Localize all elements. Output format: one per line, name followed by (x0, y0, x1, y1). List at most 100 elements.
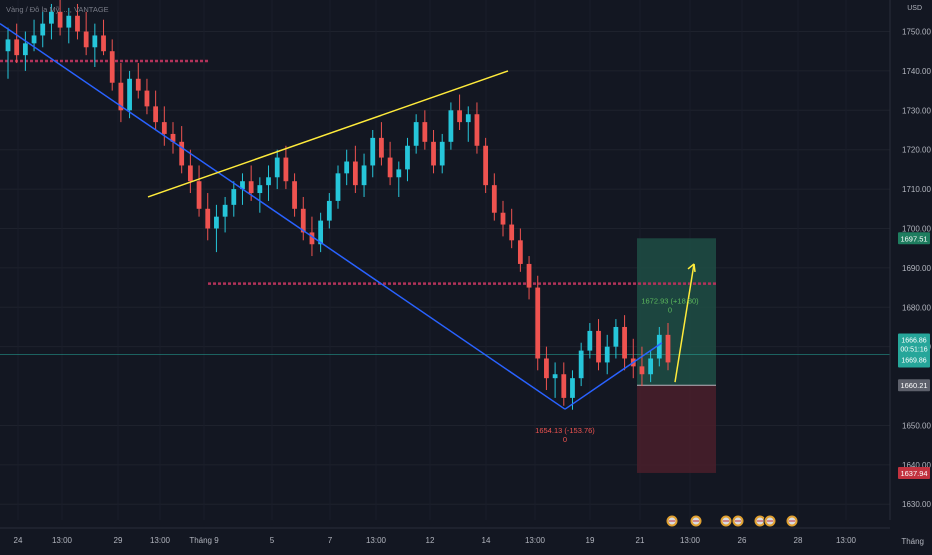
recovery-line (564, 342, 663, 410)
time-tick-label: Tháng 9 (189, 536, 219, 545)
position-zones (637, 238, 716, 473)
us-flag-icon[interactable] (763, 514, 777, 528)
candle-body (240, 181, 245, 190)
candle-body (370, 137, 376, 166)
time-tick-label: 13:00 (52, 536, 73, 545)
candle-body (613, 326, 619, 347)
candle-body (448, 110, 454, 142)
price-tick-label: 1680.00 (902, 303, 931, 312)
candle-body (422, 122, 428, 142)
timeframe-button[interactable]: Tháng (901, 537, 924, 546)
candle-body (127, 78, 132, 111)
candle-body (309, 232, 315, 245)
price-tick-label: 1710.00 (902, 185, 931, 194)
time-tick-label: 13:00 (680, 536, 701, 545)
candle-body (248, 181, 254, 194)
time-tick-label: 13:00 (150, 536, 171, 545)
candle-body (75, 15, 80, 32)
candle-body (40, 23, 46, 36)
candle-body (439, 141, 445, 166)
candle-body (57, 11, 63, 28)
us-flag-icon[interactable] (689, 514, 703, 528)
projection-arrow (674, 263, 695, 383)
candle-body (222, 204, 228, 217)
candle-body (352, 161, 358, 186)
price-tick-label: 1730.00 (902, 106, 931, 115)
us-flag-icon[interactable] (665, 514, 679, 528)
price-tick-label: 1700.00 (902, 224, 931, 233)
currency-label: USD (907, 5, 922, 12)
current-price-bg (898, 333, 930, 368)
us-flag-icon[interactable] (731, 514, 745, 528)
drawings[interactable] (0, 23, 696, 410)
candle-body (83, 31, 89, 48)
candle-body (31, 35, 37, 44)
down-trendline (0, 23, 566, 410)
candle-body (5, 39, 11, 52)
candle-body (387, 157, 393, 178)
target-badge-bg (898, 232, 930, 245)
candle-body (318, 220, 324, 245)
time-tick-label: 13:00 (366, 536, 387, 545)
symbol-title: Vàng / Đô la Mỹ, ..., VANTAGE (6, 5, 109, 14)
candle-body (344, 161, 350, 174)
candle-body (413, 122, 419, 146)
candle-body (118, 82, 124, 111)
candle-body (509, 224, 515, 241)
candle-body (22, 43, 28, 56)
time-tick-label: 29 (114, 536, 123, 545)
candle-body (214, 216, 219, 229)
candle-body (257, 185, 263, 194)
candle-body (604, 346, 610, 363)
stop-badge-bg (898, 466, 930, 479)
candle-body (49, 11, 54, 24)
candle-body (396, 169, 402, 178)
time-tick-label: 7 (328, 536, 333, 545)
candle-body (517, 240, 523, 264)
candle-body (101, 35, 106, 52)
us-flag-icon[interactable] (719, 514, 733, 528)
candle-body (153, 106, 159, 123)
time-tick-label: 28 (794, 536, 803, 545)
loss-zone (637, 385, 716, 473)
candle-body (552, 374, 558, 379)
price-axis[interactable]: 1750.00 1740.00 1730.00 1720.00 1710.00 1700.… (889, 0, 931, 520)
candle-body (465, 114, 471, 123)
candle-body (292, 181, 297, 209)
event-icons[interactable] (665, 514, 799, 528)
candle-body (379, 137, 384, 158)
candle-body (570, 378, 575, 398)
candle-body (544, 358, 549, 379)
time-tick-label: 24 (14, 536, 23, 545)
candle-body (161, 122, 167, 134)
candle-body (231, 189, 237, 205)
candle-body (665, 334, 671, 363)
time-tick-label: 12 (426, 536, 435, 545)
candle-body (326, 200, 332, 221)
time-axis[interactable]: 24 13:00 29 13:00 Tháng 9 5 7 13:00 12 14 13:00 19 2… (0, 527, 890, 545)
candle-body (474, 114, 480, 146)
candle-body (405, 145, 410, 170)
candle-body (535, 287, 541, 359)
candle-body (431, 141, 436, 166)
price-tick-label: 1740.00 (902, 67, 931, 76)
candle-body (205, 208, 211, 229)
candle-body (457, 110, 462, 123)
time-tick-label: 26 (738, 536, 747, 545)
candle-body (92, 35, 98, 48)
us-flag-icon[interactable] (785, 514, 799, 528)
time-tick-label: 14 (482, 536, 491, 545)
target-badge: 1697.51 (900, 234, 927, 243)
candle-body (135, 78, 141, 91)
grid-lines (0, 31, 890, 505)
stop-badge: 1637.94 (900, 469, 927, 478)
candle-body (300, 208, 306, 233)
entry-badge: 1660.21 (900, 381, 927, 390)
candle-body (526, 263, 532, 288)
candle-body (561, 374, 567, 398)
time-tick-label: 5 (270, 536, 275, 545)
time-tick-label: 13:00 (836, 536, 857, 545)
candle-body (266, 177, 271, 186)
